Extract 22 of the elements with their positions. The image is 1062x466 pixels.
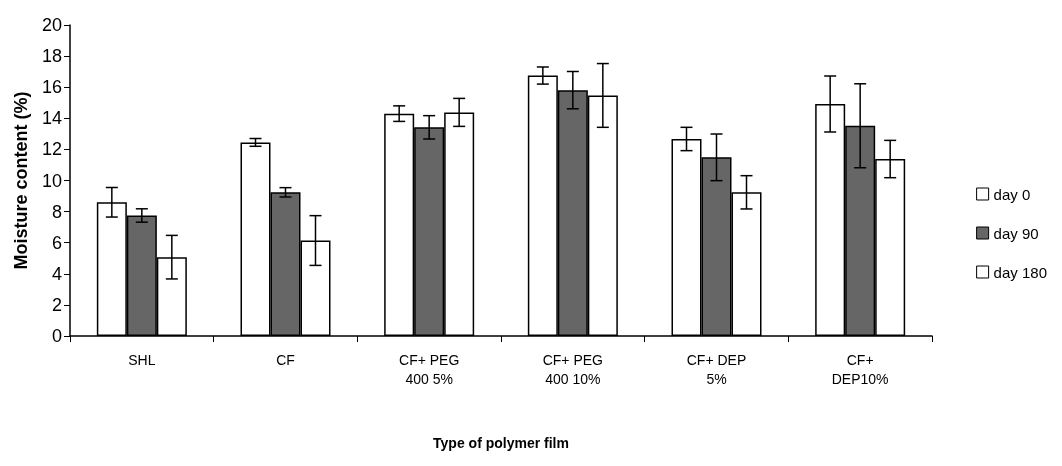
x-tick-label: CF+ DEP 5% — [686, 351, 747, 387]
y-tick-label: 2 — [51, 294, 62, 315]
legend-label: day 0 — [993, 185, 1031, 203]
y-tick-label: 20 — [41, 15, 62, 35]
y-tick-label: 18 — [41, 46, 62, 67]
y-axis-title: Moisture content (%) — [11, 91, 31, 270]
legend-label: day 90 — [993, 224, 1039, 242]
x-tick-label: CF+ PEG 400 5% — [399, 351, 460, 387]
y-tick-label: 6 — [51, 232, 62, 253]
y-tick-label: 16 — [41, 77, 62, 98]
x-axis-title: Type of polymer film — [433, 435, 569, 451]
y-tick-label: 10 — [41, 170, 62, 191]
y-tick-label: 12 — [41, 139, 62, 160]
x-tick-label: CF+ DEP10% — [831, 351, 889, 387]
legend-label: day 180 — [993, 263, 1048, 281]
y-tick-label: 8 — [51, 201, 62, 222]
x-tick-label: SHL — [128, 351, 156, 368]
x-tick-label: CF+ PEG 400 10% — [542, 351, 603, 387]
y-tick-label: 14 — [41, 108, 62, 129]
x-tick-label: CF — [276, 351, 295, 368]
y-tick-label: 0 — [51, 326, 62, 346]
y-tick-label: 4 — [51, 263, 62, 284]
